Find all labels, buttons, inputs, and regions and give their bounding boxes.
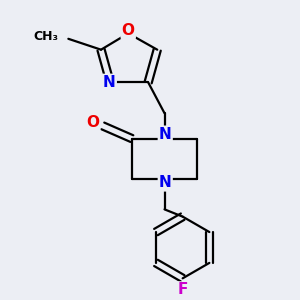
Text: N: N [159, 176, 172, 190]
Text: CH₃: CH₃ [33, 31, 58, 44]
Text: N: N [159, 127, 172, 142]
Text: O: O [86, 116, 99, 130]
Text: N: N [103, 75, 116, 90]
Text: O: O [122, 23, 135, 38]
Text: F: F [178, 282, 188, 297]
